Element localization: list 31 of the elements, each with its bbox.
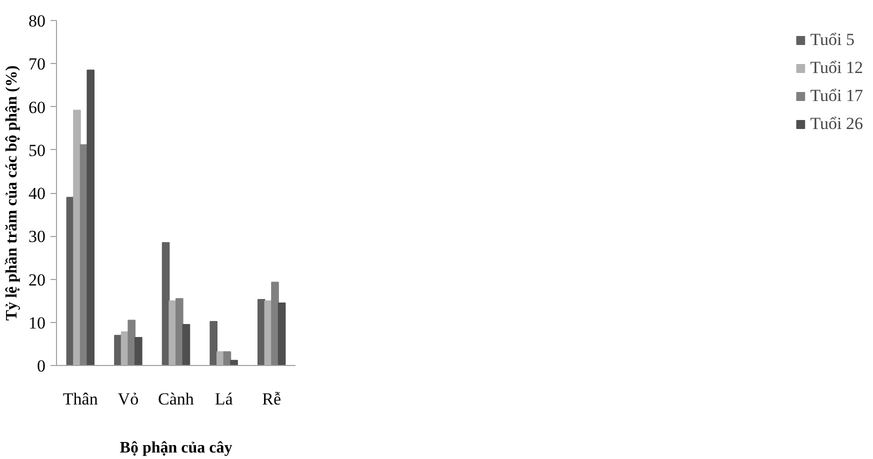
legend-label: Tuổi 12 (810, 58, 863, 78)
bar (134, 336, 142, 366)
bar (230, 360, 238, 366)
legend-label: Tuổi 5 (810, 30, 854, 50)
bar (73, 110, 81, 366)
bar (210, 321, 218, 366)
y-tick-label: 50 (28, 140, 46, 160)
bar (223, 351, 232, 366)
y-axis-title: Tỷ lệ phần trăm của các bộ phận (%) (4, 65, 20, 321)
y-tick-label: 70 (28, 54, 46, 74)
x-axis-title: Bộ phận của cây (120, 440, 232, 456)
y-tick-label: 10 (28, 313, 46, 332)
y-tick-label: 40 (28, 184, 46, 203)
x-tick-label: Cành (158, 390, 194, 408)
x-tick-label: Vỏ (118, 390, 139, 408)
bar (86, 70, 95, 366)
bar (176, 298, 184, 366)
x-tick-label: Lá (214, 390, 234, 408)
y-tick-label: 30 (28, 227, 46, 246)
y-tick-label: 20 (28, 270, 46, 290)
bar (182, 324, 190, 366)
y-tick-label: 0 (37, 356, 46, 376)
bar (128, 320, 136, 366)
x-tick-label: Rễ (262, 390, 282, 408)
y-tick-label: 60 (28, 98, 46, 117)
bar (278, 302, 286, 366)
y-tick-label: 80 (28, 12, 46, 30)
legend-label: Tuổi 26 (810, 114, 863, 134)
bar (271, 282, 279, 366)
legend-label: Tuổi 17 (810, 86, 863, 106)
x-tick-label: Thân (62, 390, 98, 408)
